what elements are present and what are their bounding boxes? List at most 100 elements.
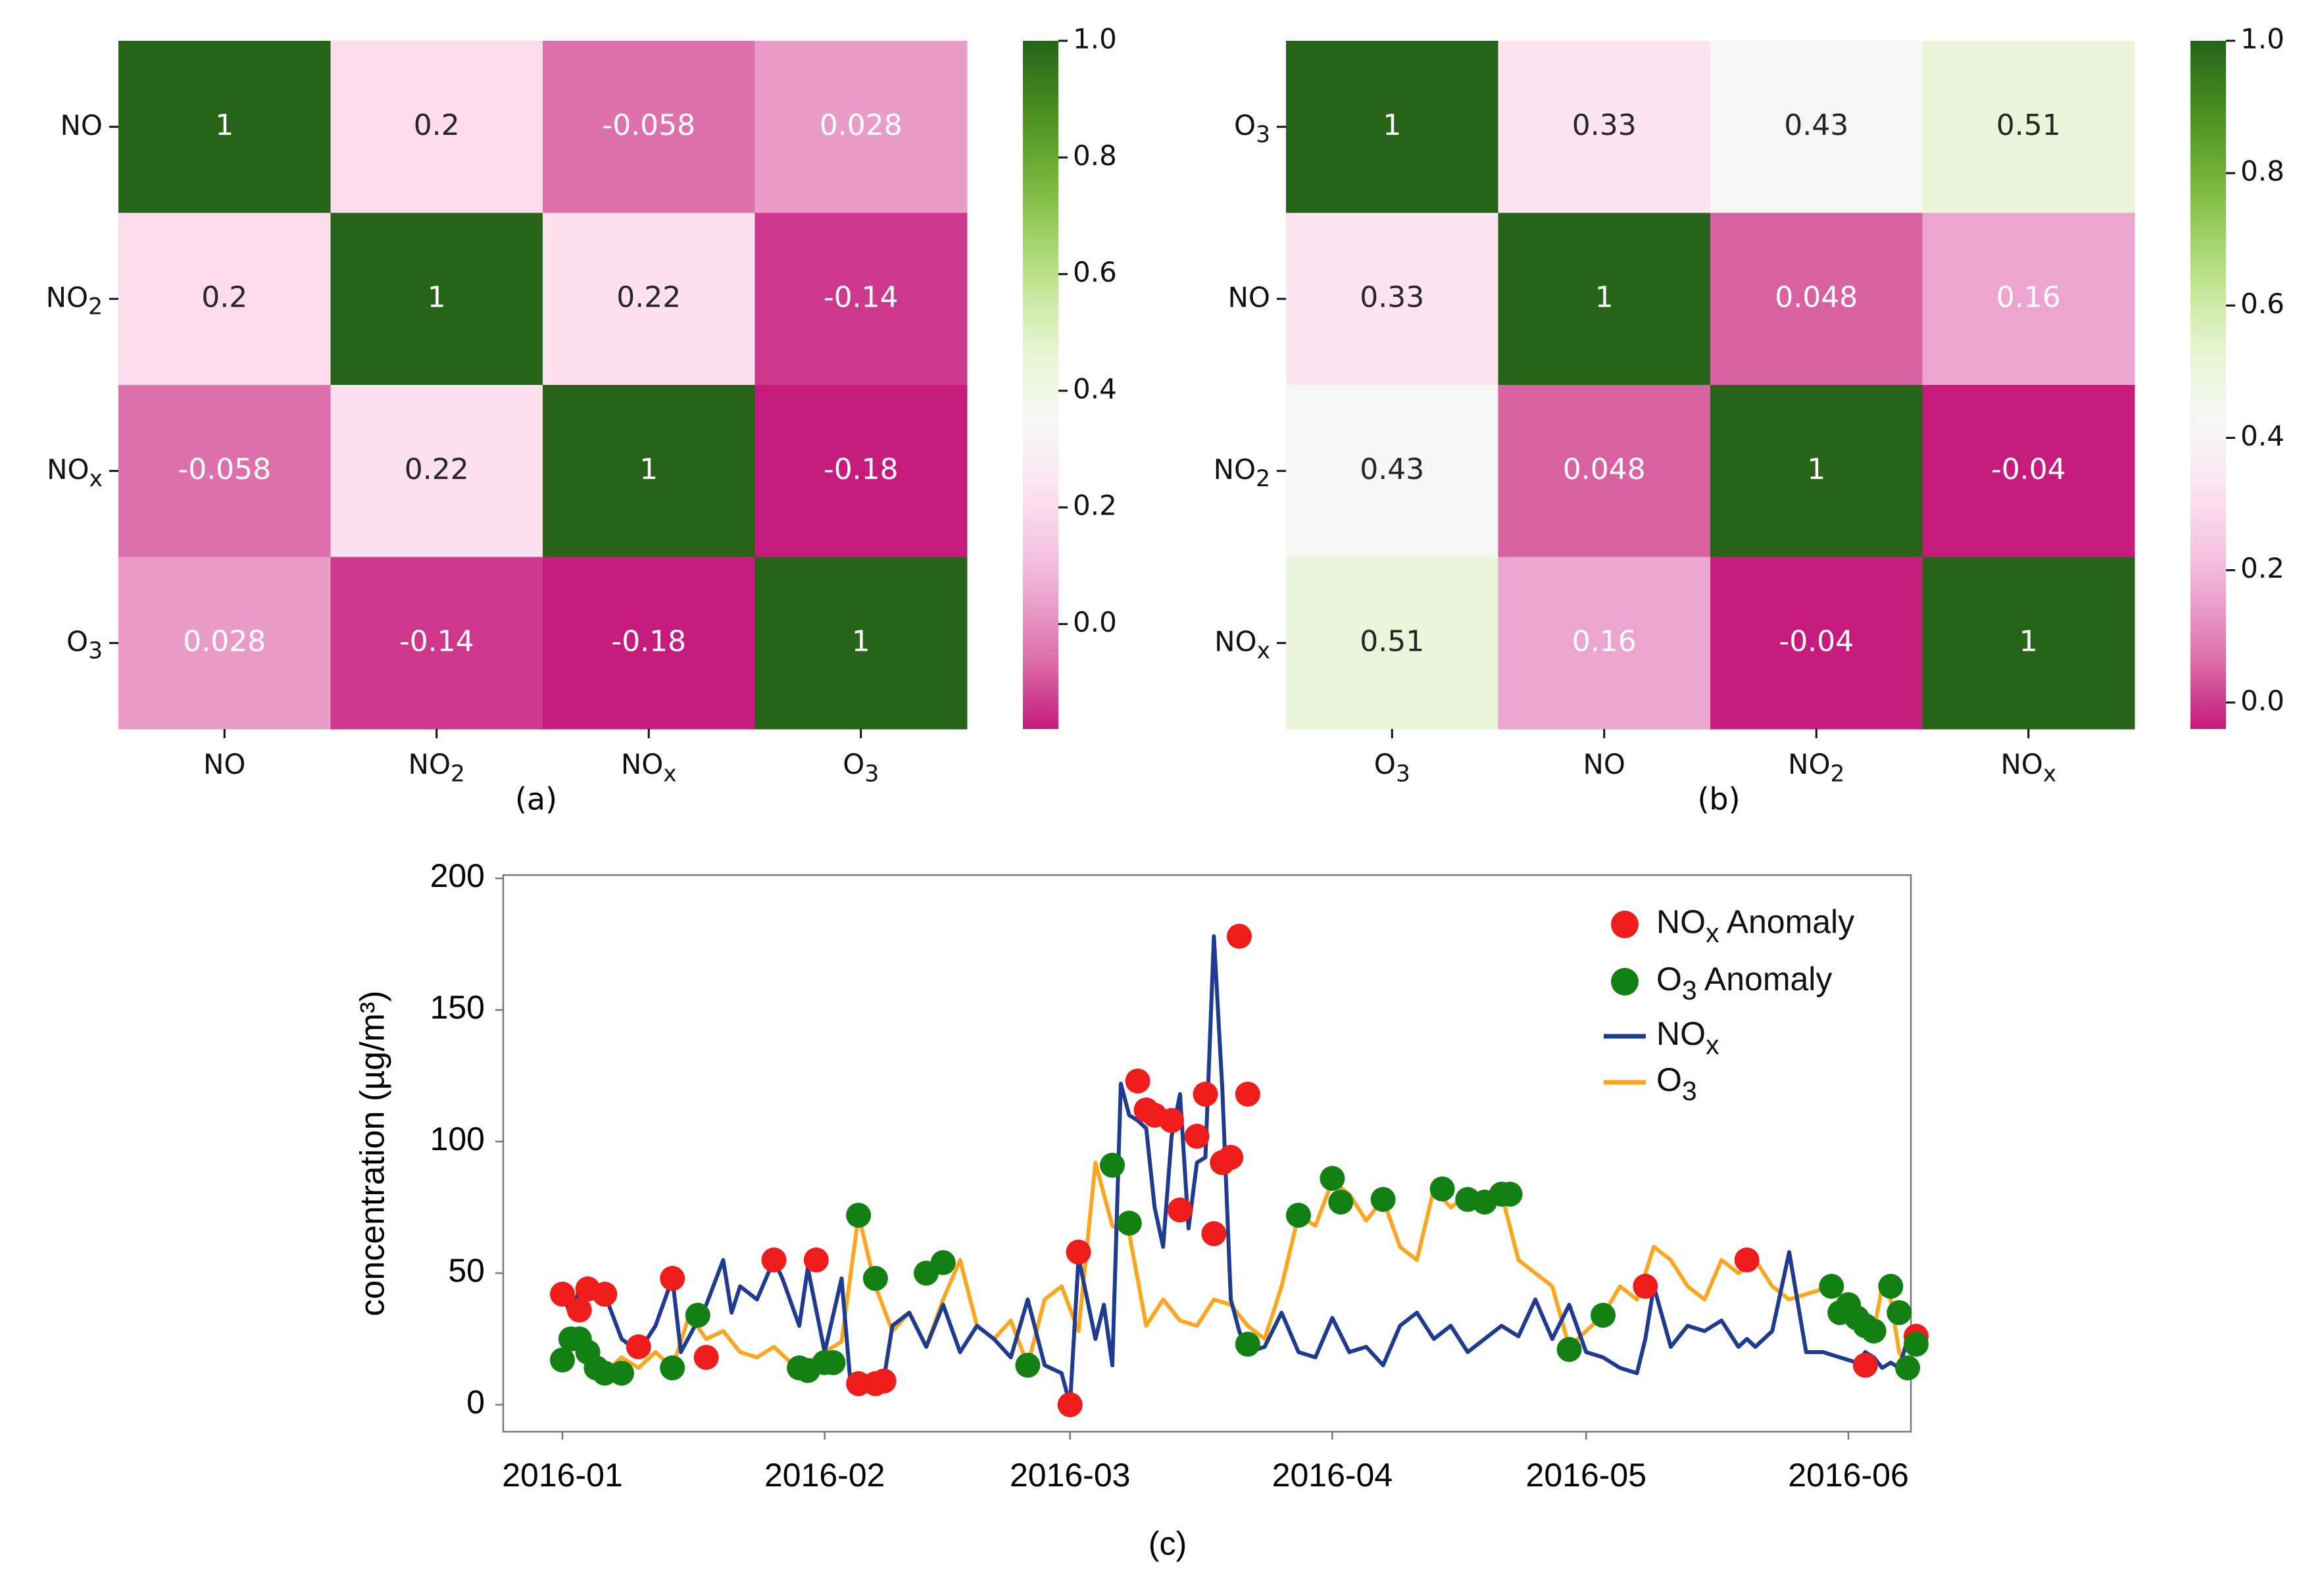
o3-anomaly-point	[1819, 1274, 1844, 1299]
nox-anomaly-point	[660, 1266, 685, 1291]
colorbar-tick-label: 0.6	[2240, 288, 2285, 320]
heatmap-cell	[1286, 385, 1498, 557]
o3-anomaly-point	[1285, 1203, 1311, 1228]
row-label: NOx	[47, 453, 103, 491]
y-tick-label: 200	[430, 857, 485, 894]
col-label: NOx	[621, 748, 677, 787]
colorbar-tick-label: 0.4	[2240, 420, 2285, 452]
o3-anomaly-point	[1903, 1332, 1929, 1357]
cell-value-label: 1	[639, 453, 658, 486]
row-label: NO	[1228, 281, 1270, 313]
cell-value-label: 0.43	[1360, 453, 1424, 486]
row-label: NO2	[46, 281, 103, 320]
heatmap-cell	[1286, 41, 1498, 213]
nox-anomaly-point	[1226, 924, 1252, 949]
heatmap-cell	[1922, 213, 2135, 386]
heatmap-cell	[1710, 213, 1923, 386]
colorbar-tick-label: 0.0	[2240, 684, 2285, 717]
y-axis-label: concentration (µg/m³)	[354, 990, 392, 1316]
cell-value-label: 0.16	[1996, 280, 2061, 314]
cell-value-label: 0.51	[1360, 624, 1424, 658]
o3-anomaly-point	[1591, 1303, 1616, 1328]
heatmap-cell	[1922, 385, 2135, 557]
cell-value-label: -0.04	[1991, 453, 2066, 486]
col-label: NO	[1583, 748, 1625, 780]
heatmap-cell	[330, 213, 543, 386]
cell-value-label: 0.2	[201, 280, 247, 314]
cell-value-label: 0.22	[405, 453, 469, 486]
cell-value-label: 1	[1595, 280, 1614, 314]
panel-caption: (a)	[515, 782, 557, 817]
colorbar-tick-label: 0.8	[1073, 139, 1117, 172]
heatmap-cell	[1498, 557, 1711, 730]
cell-value-label: 1	[428, 280, 446, 314]
o3-anomaly-point	[1100, 1153, 1125, 1178]
row-label: NO	[61, 109, 103, 141]
colorbar-tick-label: 0.2	[1073, 490, 1117, 522]
cell-value-label: 0.16	[1572, 624, 1637, 658]
col-label: O3	[843, 748, 879, 787]
y-tick-label: 150	[430, 989, 485, 1026]
heatmap-cell	[754, 557, 968, 730]
cell-value-label: 0.2	[414, 109, 460, 142]
colorbar	[2190, 41, 2226, 729]
x-tick-label: 2016-02	[764, 1457, 885, 1494]
cell-value-label: 1	[852, 624, 870, 658]
colorbar	[1023, 41, 1058, 729]
o3-anomaly-point	[930, 1250, 956, 1275]
o3-anomaly-point	[1887, 1300, 1912, 1325]
y-tick-label: 0	[466, 1384, 485, 1421]
colorbar-tick-label: 0.4	[1073, 372, 1117, 405]
x-tick-label: 2016-06	[1788, 1457, 1909, 1494]
nox-anomaly-point	[803, 1247, 829, 1272]
heatmap-cell	[1498, 385, 1711, 557]
row-label: O3	[1234, 109, 1270, 147]
heatmap-cell	[543, 385, 755, 557]
legend-label: NOx	[1656, 1015, 1719, 1060]
o3-anomaly-point	[1878, 1274, 1904, 1299]
heatmap-cell	[543, 557, 755, 730]
colorbar-tick-label: 0.0	[1073, 606, 1117, 638]
heatmap-cell	[118, 41, 331, 213]
o3-anomaly-point	[550, 1348, 575, 1373]
colorbar-tick-label: 0.2	[2240, 552, 2285, 584]
o3-anomaly-point	[1429, 1176, 1455, 1201]
x-tick-label: 2016-03	[1010, 1457, 1131, 1494]
o3-anomaly-point	[846, 1203, 872, 1228]
x-tick-label: 2016-01	[502, 1457, 623, 1494]
cell-value-label: 1	[2019, 624, 2038, 658]
panel-caption: (b)	[1697, 782, 1740, 817]
o3-anomaly-point	[1235, 1332, 1260, 1357]
heatmap-cell	[1498, 41, 1711, 213]
heatmap-cell	[1710, 557, 1923, 730]
nox-anomaly-point	[1066, 1240, 1091, 1265]
nox-anomaly-point	[1125, 1069, 1150, 1094]
o3-anomaly-point	[1861, 1319, 1887, 1344]
cell-value-label: 0.048	[1775, 280, 1858, 314]
legend-marker	[1611, 968, 1639, 995]
o3-anomaly-point	[660, 1355, 685, 1380]
cell-value-label: -0.04	[1779, 624, 1854, 658]
colorbar-tick-label: 0.6	[1073, 256, 1117, 288]
o3-anomaly-point	[820, 1350, 846, 1375]
x-tick-label: 2016-04	[1272, 1457, 1393, 1494]
heatmap-cell	[118, 557, 331, 730]
heatmap-cell	[330, 385, 543, 557]
cell-value-label: 1	[1807, 453, 1825, 486]
heatmap-b: 1 0.33 0.43 0.51 0.33 1 0.048 0.16 0.43 0.048 1 -0.…	[1214, 23, 2285, 817]
col-label: NO2	[1788, 748, 1844, 787]
nox-anomaly-point	[693, 1345, 719, 1370]
heatmap-a: 1 0.2 -0.058 0.028 0.2 1 0.22 -0.14 -0.058 0.22 1 -…	[46, 23, 1117, 817]
heatmap-cell	[330, 557, 543, 730]
o3-anomaly-point	[1895, 1355, 1921, 1380]
nox-anomaly-point	[1235, 1082, 1260, 1107]
legend-label: O3	[1656, 1061, 1697, 1106]
o3-anomaly-point	[862, 1266, 888, 1291]
heatmap-cell	[754, 213, 968, 386]
legend-label: NOx Anomaly	[1656, 903, 1854, 948]
plot-frame	[502, 874, 1912, 1433]
nox-anomaly-point	[1734, 1247, 1760, 1272]
nox-anomaly-point	[1218, 1145, 1244, 1170]
